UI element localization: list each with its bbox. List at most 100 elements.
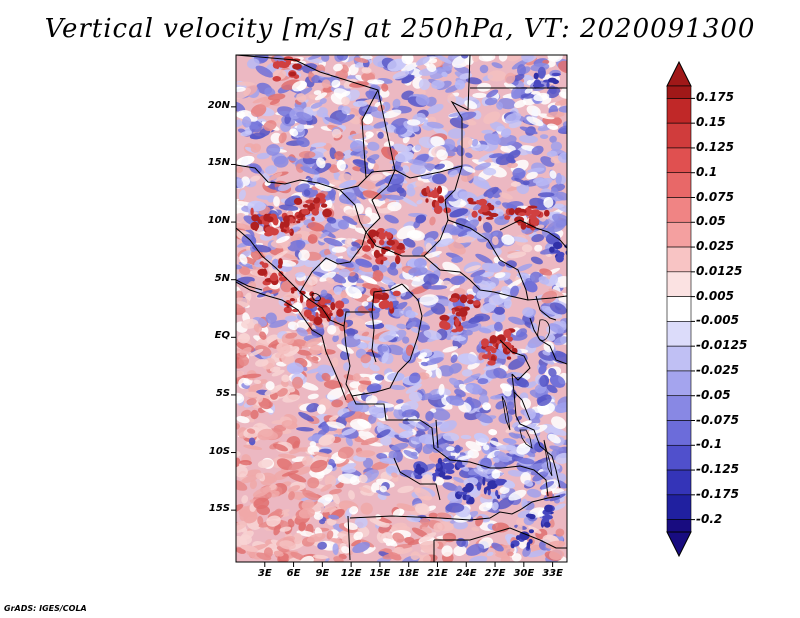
field-blob (296, 136, 310, 148)
field-blob (288, 491, 295, 501)
field-blob (495, 200, 502, 206)
field-blob (432, 126, 448, 136)
field-blob (381, 83, 389, 92)
field-blob (380, 184, 387, 190)
downdraft-core (414, 474, 423, 480)
field-blob (376, 453, 388, 460)
updraft-core (285, 61, 290, 67)
field-blob (516, 328, 527, 338)
field-blob (314, 92, 328, 101)
field-blob (278, 204, 299, 211)
lon-label: 33E (542, 568, 563, 579)
downdraft-core (457, 491, 468, 495)
field-blob (441, 545, 453, 557)
field-blob (281, 374, 290, 383)
field-blob (391, 308, 405, 317)
field-blob (463, 329, 473, 336)
updraft-core (303, 309, 312, 318)
field-blob (250, 409, 259, 420)
field-blob (339, 180, 357, 188)
field-blob (548, 323, 565, 334)
field-blob (298, 411, 314, 422)
field-blob (257, 459, 273, 469)
field-blob (475, 412, 493, 424)
field-blob (333, 63, 343, 72)
field-blob (454, 444, 461, 454)
updraft-core (322, 208, 332, 218)
updraft-core (395, 255, 401, 265)
field-blob (381, 146, 399, 161)
field-blob (277, 183, 292, 192)
field-blob (457, 228, 472, 237)
field-blob (487, 70, 507, 82)
field-blob (386, 344, 405, 356)
field-blob (549, 170, 557, 179)
field-blob (327, 387, 345, 400)
field-blob (491, 236, 499, 246)
field-blob (308, 94, 317, 100)
field-blob (305, 355, 319, 364)
field-blob (273, 196, 280, 207)
field-blob (527, 167, 545, 173)
downdraft-core (432, 474, 437, 482)
field-blob (533, 92, 550, 102)
field-blob (349, 506, 359, 515)
field-blob (448, 377, 460, 386)
field-blob (415, 180, 425, 187)
field-blob (259, 331, 267, 340)
updraft-core (437, 196, 445, 204)
field-blob (401, 55, 414, 65)
field-blob (513, 100, 527, 108)
colorbar-label: 0.15 (696, 115, 726, 130)
field-blob (398, 423, 413, 432)
field-blob (435, 55, 452, 64)
downdraft-core (528, 529, 535, 534)
field-blob (255, 472, 264, 480)
downdraft-core (525, 513, 534, 518)
field-blob (552, 203, 564, 209)
field-blob (287, 472, 307, 483)
field-blob (316, 404, 326, 415)
field-blob (550, 141, 562, 152)
field-blob (352, 214, 371, 225)
field-blob (505, 156, 516, 164)
field-blob (352, 373, 361, 382)
updraft-core (465, 294, 475, 300)
colorbar-label: -0.075 (696, 412, 739, 427)
field-blob (472, 55, 480, 63)
field-blob (280, 280, 293, 293)
updraft-core (473, 300, 480, 306)
lon-label: 21E (427, 568, 448, 579)
field-blob (421, 474, 433, 486)
field-blob (321, 422, 330, 433)
field-blob (368, 406, 386, 419)
lake-outlines (311, 293, 553, 477)
lat-label: 15N (207, 157, 230, 169)
field-blob (530, 256, 543, 265)
field-blob (345, 286, 363, 299)
field-blob (331, 128, 342, 139)
field-blob (523, 280, 538, 293)
field-blob (263, 120, 277, 131)
updraft-core (377, 228, 385, 233)
field-blob (527, 335, 546, 349)
field-blob (256, 290, 273, 298)
field-blob (411, 527, 429, 539)
field-blob (558, 105, 567, 113)
field-blob (331, 399, 344, 408)
field-blob (418, 78, 430, 90)
field-blob (405, 310, 416, 319)
field-blob (445, 502, 465, 513)
downdraft-core (549, 246, 555, 253)
field-blob (307, 393, 319, 400)
field-blob (500, 383, 513, 392)
field-blob (331, 246, 347, 253)
field-blob (243, 511, 258, 524)
updraft-core (288, 71, 297, 77)
field-blob (448, 111, 468, 117)
field-blob (355, 258, 373, 268)
field-blob (499, 486, 510, 494)
field-blob (313, 90, 322, 96)
field-blob (246, 550, 262, 560)
field-blob (405, 383, 422, 394)
